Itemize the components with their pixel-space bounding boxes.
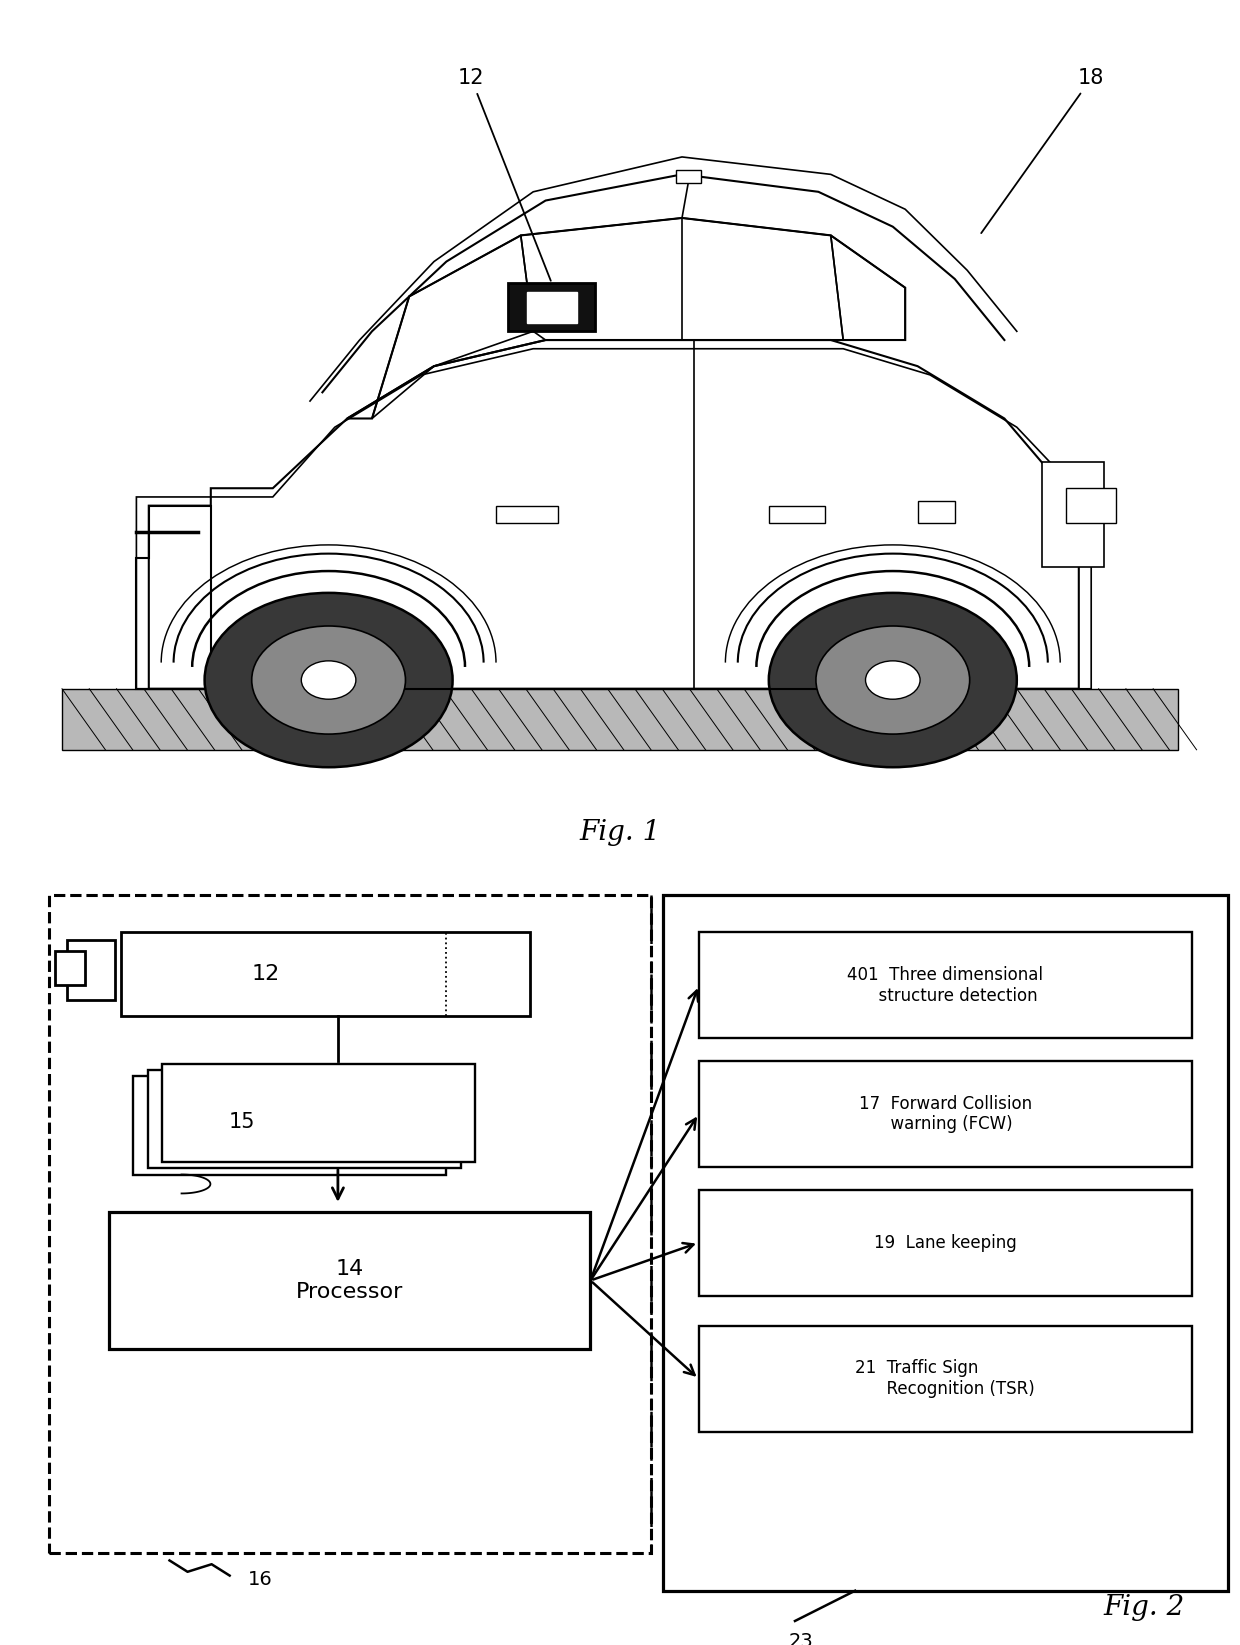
FancyBboxPatch shape [134, 1076, 446, 1175]
Text: 21  Traffic Sign
      Recognition (TSR): 21 Traffic Sign Recognition (TSR) [856, 1359, 1035, 1398]
Text: 15: 15 [228, 1112, 255, 1132]
Bar [662, 895, 1228, 1591]
Bar [122, 933, 531, 1015]
Bar [496, 505, 558, 523]
Text: 401  Three dimensional
      structure detection: 401 Three dimensional structure detectio… [847, 966, 1043, 1005]
Text: Fig. 1: Fig. 1 [579, 819, 661, 846]
Bar [1042, 462, 1104, 566]
Bar [699, 1189, 1192, 1296]
Circle shape [866, 661, 920, 699]
Bar [62, 689, 1178, 750]
Text: 12: 12 [458, 69, 551, 281]
FancyBboxPatch shape [148, 1071, 460, 1168]
Bar [508, 283, 595, 331]
Bar [67, 939, 115, 1000]
Bar [527, 293, 577, 322]
Bar [109, 1212, 590, 1349]
Circle shape [252, 627, 405, 734]
FancyBboxPatch shape [162, 1064, 475, 1163]
Circle shape [816, 627, 970, 734]
Bar [676, 169, 701, 183]
Text: 19  Lane keeping: 19 Lane keeping [874, 1234, 1017, 1252]
Text: 17  Forward Collision
      warning (FCW): 17 Forward Collision warning (FCW) [859, 1094, 1032, 1133]
Bar [918, 502, 955, 523]
Text: 16: 16 [248, 1569, 273, 1589]
Bar [769, 505, 825, 523]
Text: 23: 23 [789, 1632, 813, 1645]
Text: 12: 12 [252, 964, 280, 984]
Text: 14
Processor: 14 Processor [296, 1258, 403, 1303]
Bar [699, 1326, 1192, 1431]
Bar [56, 951, 86, 985]
Bar [50, 895, 651, 1553]
Text: 18: 18 [981, 69, 1105, 234]
Bar [699, 933, 1192, 1038]
Bar [699, 1061, 1192, 1166]
Circle shape [205, 592, 453, 767]
Bar [1066, 489, 1116, 523]
Circle shape [301, 661, 356, 699]
Text: Fig. 2: Fig. 2 [1104, 1594, 1184, 1620]
Circle shape [769, 592, 1017, 767]
